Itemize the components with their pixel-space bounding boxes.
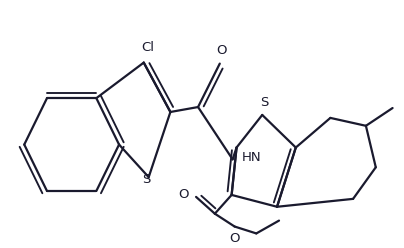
- Text: O: O: [217, 44, 227, 58]
- Text: HN: HN: [241, 151, 261, 164]
- Text: O: O: [178, 188, 189, 201]
- Text: S: S: [260, 96, 268, 109]
- Text: Cl: Cl: [141, 41, 154, 54]
- Text: O: O: [229, 232, 240, 245]
- Text: S: S: [143, 173, 151, 186]
